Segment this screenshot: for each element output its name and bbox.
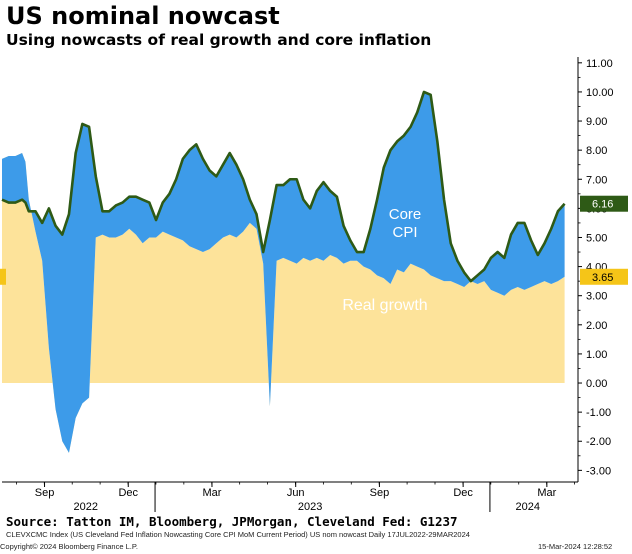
x-year-label: 2022 (73, 501, 97, 513)
y-tick-label: 7.00 (586, 174, 607, 186)
y-tick-label: 9.00 (586, 116, 607, 128)
growth-left-marker (0, 268, 6, 285)
x-year-label: 2023 (298, 501, 322, 513)
timestamp: 15-Mar-2024 12:28:52 (538, 542, 613, 551)
y-tick-label: 8.00 (586, 145, 607, 157)
nominal-last-value-label: 6.16 (592, 199, 613, 211)
y-tick-label: 11.00 (586, 58, 613, 70)
y-tick-label: -2.00 (586, 436, 611, 448)
x-year-label: 2024 (516, 501, 540, 513)
core-cpi-annotation: Core (389, 206, 422, 223)
y-tick-label: 2.00 (586, 320, 607, 332)
y-tick-label: 1.00 (586, 349, 607, 361)
nominal-nowcast-line (1, 90, 566, 283)
core-cpi-annotation: CPI (392, 224, 417, 241)
source-note: Source: Tatton IM, Bloomberg, JPMorgan, … (6, 514, 458, 529)
nominal-last-value-tag (580, 195, 628, 212)
area-layer (2, 91, 565, 453)
x-tick-label: Dec (118, 487, 138, 499)
y-tick-label: 3.00 (586, 291, 607, 303)
x-tick-label: Dec (453, 487, 473, 499)
x-tick-label: Mar (202, 487, 221, 499)
copyright: Copyright© 2024 Bloomberg Finance L.P. (0, 542, 138, 551)
real-growth-area (2, 153, 565, 453)
real-growth-annotation: Real growth (342, 297, 427, 314)
x-tick-label: Jun (287, 487, 305, 499)
x-tick-label: Mar (537, 487, 556, 499)
y-axis: 11.0010.009.008.007.006.005.004.003.002.… (577, 57, 614, 482)
y-tick-label: 5.00 (586, 232, 607, 244)
growth-last-value-label: 3.65 (592, 272, 613, 284)
y-tick-label: 0.00 (586, 378, 607, 390)
chart-title: US nominal nowcast (6, 2, 280, 30)
core-cpi-annotation-bg (384, 204, 426, 242)
x-tick-label: Sep (370, 487, 390, 499)
x-tick-label: Sep (35, 487, 55, 499)
y-tick-label: 10.00 (586, 87, 614, 99)
y-tick-label: -3.00 (586, 465, 611, 477)
index-description: CLEVXCMC Index (US Cleveland Fed Inflati… (6, 530, 470, 539)
y-tick-label: -1.00 (586, 407, 611, 419)
x-axis: Sep Dec Mar Jun Sep Dec Mar 2022 2023 2024 (2, 481, 578, 513)
growth-last-value-tag (580, 268, 628, 285)
line-layer (1, 90, 566, 283)
chart-subtitle: Using nowcasts of real growth and core i… (6, 31, 432, 49)
core-cpi-area (2, 91, 565, 453)
